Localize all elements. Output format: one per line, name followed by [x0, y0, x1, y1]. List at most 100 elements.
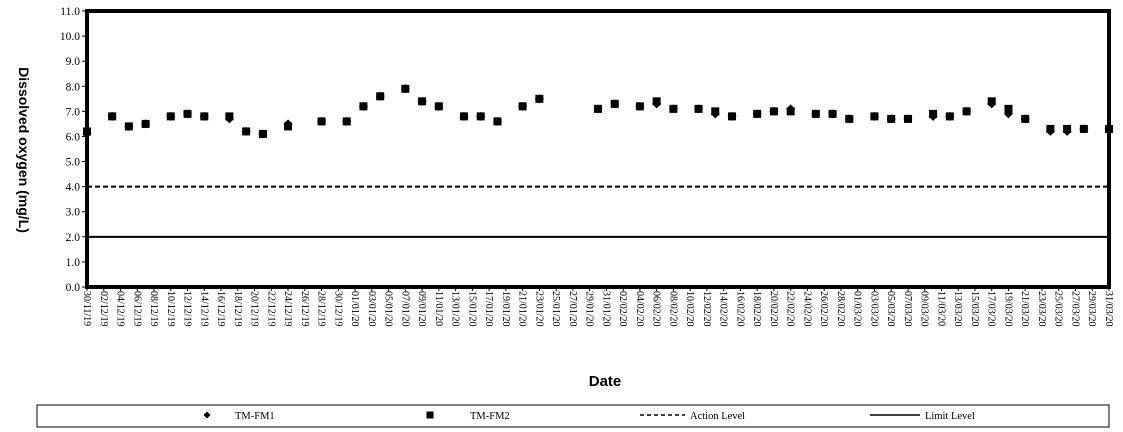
legend-label-tm-fm2: TM-FM2 — [470, 411, 510, 422]
x-tick-label: 23/01/20 — [533, 291, 544, 327]
x-tick-label: 02/02/20 — [617, 291, 628, 327]
x-tick-label: 30/12/19 — [332, 291, 343, 327]
x-tick-label: 30/11/19 — [81, 291, 92, 326]
x-tick-label: 08/02/20 — [667, 291, 678, 327]
x-tick-label: 25/03/20 — [1053, 291, 1064, 327]
legend-label-limit-level: Limit Level — [925, 411, 975, 422]
y-tick-label: 1.0 — [66, 257, 81, 269]
x-tick-label: 29/01/20 — [584, 291, 595, 327]
tm-fm2-point — [242, 127, 251, 136]
tm-fm2-point — [317, 117, 326, 126]
tm-fm2-point — [903, 114, 912, 123]
x-tick-label: 04/02/20 — [634, 291, 645, 327]
tm-fm2-point — [769, 107, 778, 116]
tm-fm2-point — [945, 112, 954, 121]
tm-fm2-point — [870, 112, 879, 121]
tm-fm2-point — [728, 112, 737, 121]
x-tick-label: 06/12/19 — [131, 291, 142, 327]
plot-frame — [85, 9, 1111, 289]
legend-diamond-marker — [203, 411, 211, 419]
tm-fm2-point — [493, 117, 502, 126]
tm-fm2-point — [284, 122, 293, 131]
tm-fm2-point — [669, 104, 678, 113]
x-tick-label: 02/12/19 — [98, 291, 109, 327]
y-tick-label: 5.0 — [66, 157, 81, 169]
x-tick-label: 25/01/20 — [550, 291, 561, 327]
x-tick-label: 05/01/20 — [383, 291, 394, 327]
x-tick-label: 28/02/20 — [835, 291, 846, 327]
legend-item-tm-fm2: TM-FM2 — [426, 411, 510, 422]
x-tick-label: 29/03/20 — [1086, 291, 1097, 327]
tm-fm2-point — [1079, 124, 1088, 133]
tm-fm2-point — [1021, 114, 1030, 123]
x-tick-label: 03/03/20 — [868, 291, 879, 327]
tm-fm2-point — [476, 112, 485, 121]
tm-fm2-point — [401, 84, 410, 93]
tm-fm2-point — [124, 122, 133, 131]
x-tick-label: 06/02/20 — [651, 291, 662, 327]
y-tick-label: 6.0 — [66, 131, 81, 143]
x-tick-label: 03/01/20 — [366, 291, 377, 327]
y-tick-label: 3.0 — [66, 207, 81, 219]
x-tick-label: 01/01/20 — [349, 291, 360, 327]
x-tick-label: 18/02/20 — [751, 291, 762, 327]
tm-fm2-point — [83, 127, 91, 136]
x-tick-label: 26/02/20 — [818, 291, 829, 327]
tm-fm2-point — [166, 112, 175, 121]
x-tick-label: 20/12/19 — [249, 291, 260, 327]
y-tick-label: 0.0 — [66, 282, 81, 294]
tm-fm2-point — [635, 102, 644, 111]
legend: TM-FM1 TM-FM2 Action Level Limit Level — [203, 411, 975, 422]
tm-fm2-point — [1063, 124, 1072, 133]
legend-square-marker — [426, 411, 434, 419]
x-tick-label: 15/03/20 — [969, 291, 980, 327]
x-tick-label: 22/12/19 — [265, 291, 276, 327]
x-tick-label: 14/02/20 — [718, 291, 729, 327]
x-tick-label: 24/02/20 — [801, 291, 812, 327]
tm-fm2-point — [376, 92, 385, 101]
x-tick-label: 15/01/20 — [466, 291, 477, 327]
x-tick-label: 18/12/19 — [232, 291, 243, 327]
x-tick-label: 11/01/20 — [433, 291, 444, 326]
tm-fm2-point — [183, 109, 192, 118]
x-tick-label: 27/03/20 — [1069, 291, 1080, 327]
x-tick-label: 17/01/20 — [483, 291, 494, 327]
x-tick-label: 24/12/19 — [282, 291, 293, 327]
reference-lines — [87, 185, 1109, 238]
tm-fm2-point — [258, 129, 267, 138]
x-tick-label: 13/01/20 — [450, 291, 461, 327]
tm-fm2-point — [359, 102, 368, 111]
tm-fm2-point — [610, 99, 619, 108]
y-tick-label: 2.0 — [66, 232, 81, 244]
x-tick-label: 10/12/19 — [165, 291, 176, 327]
x-tick-label: 31/01/20 — [600, 291, 611, 327]
x-tick-label: 14/12/19 — [198, 291, 209, 327]
y-axis-ticks: 0.0 1.0 2.0 3.0 4.0 5.0 6.0 7.0 8.0 9.0 10.0 11.0 — [60, 6, 87, 294]
y-tick-label: 8.0 — [66, 81, 81, 93]
tm-fm2-point — [459, 112, 468, 121]
x-tick-label: 12/02/20 — [701, 291, 712, 327]
tm-fm2-point — [887, 114, 896, 123]
x-tick-label: 19/03/20 — [1002, 291, 1013, 327]
x-tick-label: 07/01/20 — [399, 291, 410, 327]
tm-fm2-point — [1105, 124, 1113, 133]
x-tick-label: 12/12/19 — [182, 291, 193, 327]
x-tick-label: 07/03/20 — [902, 291, 913, 327]
y-tick-label: 10.0 — [60, 31, 80, 43]
tm-fm2-point — [518, 102, 527, 111]
tm-fm2-point — [753, 109, 762, 118]
legend-box — [36, 404, 1110, 428]
x-tick-label: 13/03/20 — [952, 291, 963, 327]
y-tick-label: 9.0 — [66, 56, 81, 68]
legend-item-limit-level: Limit Level — [870, 411, 975, 422]
tm-fm2-point — [418, 97, 427, 106]
tm-fm2-point — [108, 112, 117, 121]
tm-fm2-point — [200, 112, 209, 121]
x-tick-label: 08/12/19 — [148, 291, 159, 327]
tm-fm2-point — [594, 104, 602, 113]
x-axis-ticks: 30/11/19 02/12/19 04/12/19 06/12/19 08/12/19… — [81, 287, 1114, 327]
tm-fm2-point — [141, 119, 150, 128]
x-axis-label: Date — [589, 373, 622, 390]
tm-fm2-point — [342, 117, 351, 126]
